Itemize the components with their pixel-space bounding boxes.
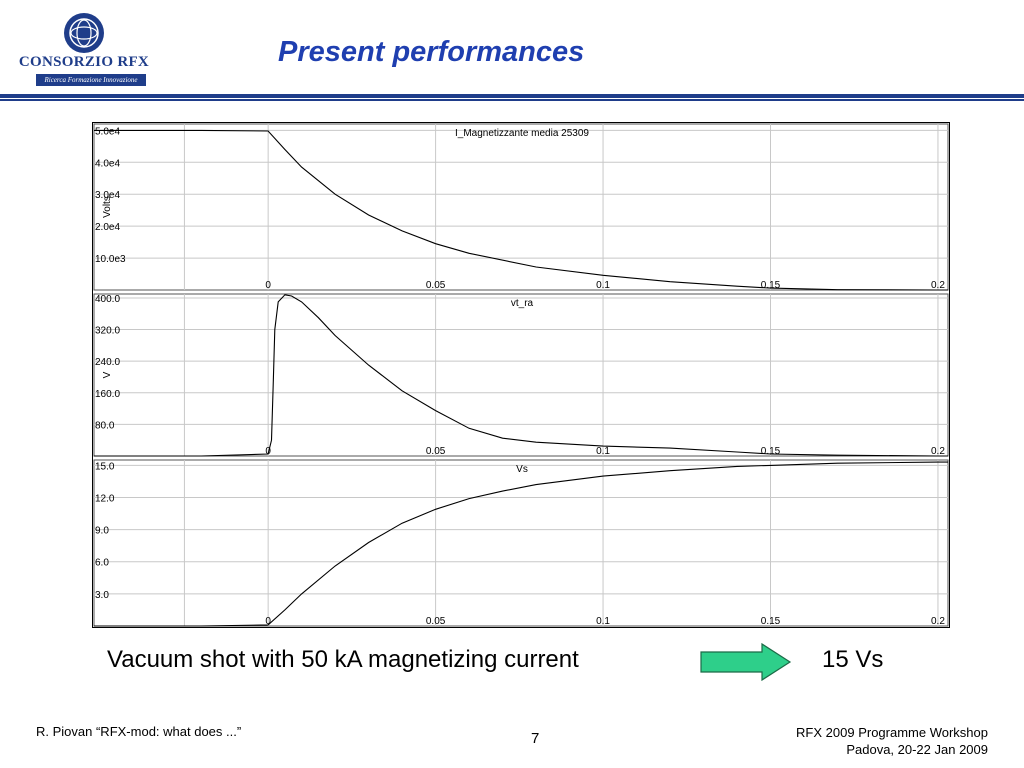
x-tick-label: 0.15	[761, 280, 781, 291]
y-tick-label: 12.0	[95, 493, 115, 504]
y-tick-label: 10.0e3	[95, 254, 126, 265]
right-arrow-icon	[700, 643, 792, 681]
panel-title: I_Magnetizzante media 25309	[455, 128, 589, 139]
y-tick-label: 320.0	[95, 326, 120, 337]
caption: Vacuum shot with 50 kA magnetizing curre…	[107, 646, 579, 673]
x-tick-label: 0.1	[596, 446, 610, 457]
x-tick-label: 0.05	[426, 446, 446, 457]
series-trace	[94, 294, 948, 457]
slide-title: Present performances	[278, 36, 585, 68]
x-tick-label: 0	[265, 280, 271, 291]
y-tick-label: 5.0e4	[95, 126, 120, 137]
y-tick-label: 15.0	[95, 461, 115, 472]
footer-author: R. Piovan “RFX-mod: what does ...”	[36, 724, 242, 739]
y-tick-label: 3.0	[95, 590, 109, 601]
consorzio-rfx-logo: CONSORZIO RFX Ricerca Formazione Innovaz…	[14, 12, 154, 86]
y-tick-label: 80.0	[95, 420, 115, 431]
page-number: 7	[531, 730, 540, 747]
footer-event-date: Padova, 20-22 Jan 2009	[846, 742, 988, 757]
scope-plots: 0 0.05 0.1 0.15 0.2 10.0e3 2.0e4 3.0e4 4.0e4 5.0e…	[92, 122, 950, 628]
x-tick-label: 0	[265, 616, 271, 627]
x-tick-label: 0.15	[761, 616, 781, 627]
series-trace	[94, 129, 948, 291]
y-tick-label: 9.0	[95, 526, 109, 537]
y-tick-label: 400.0	[95, 294, 120, 305]
x-tick-label: 0.05	[426, 280, 446, 291]
y-axis-label: Volts	[102, 196, 113, 218]
footer-event-name: RFX 2009 Programme Workshop	[796, 725, 988, 740]
logo-subtitle: Ricerca Formazione Innovazione	[36, 74, 146, 86]
series-trace	[94, 461, 948, 627]
x-tick-label: 0.05	[426, 616, 446, 627]
y-axis-label: V	[102, 371, 113, 378]
y-tick-label: 160.0	[95, 389, 120, 400]
panel-1-border	[93, 123, 949, 291]
x-tick-label: 0.1	[596, 280, 610, 291]
x-tick-label: 0.2	[931, 616, 945, 627]
panel-2-border	[93, 293, 949, 457]
footer-event: RFX 2009 Programme Workshop Padova, 20-2…	[796, 724, 988, 758]
result-value: 15 Vs	[822, 646, 884, 673]
y-tick-label: 6.0	[95, 558, 109, 569]
y-tick-label: 2.0e4	[95, 222, 120, 233]
panel-title: vt_ra	[511, 298, 534, 309]
y-tick-label: 4.0e4	[95, 158, 120, 169]
x-tick-label: 0.15	[761, 446, 781, 457]
plot-panel: 0 0.05 0.1 0.15 0.2 10.0e3 2.0e4 3.0e4 4.0e4 5.0e…	[92, 122, 950, 628]
logo-emblem-icon	[64, 13, 104, 53]
plot-frame-border	[92, 122, 950, 628]
y-tick-label: 3.0e4	[95, 190, 120, 201]
panel-3-border	[93, 459, 949, 627]
y-tick-label: 240.0	[95, 357, 120, 368]
x-tick-label: 0.2	[931, 280, 945, 291]
panel-title: Vs	[516, 464, 528, 475]
x-tick-label: 0.2	[931, 446, 945, 457]
logo-name: CONSORZIO RFX	[18, 54, 150, 70]
x-tick-label: 0.1	[596, 616, 610, 627]
header-bar	[0, 94, 1024, 101]
